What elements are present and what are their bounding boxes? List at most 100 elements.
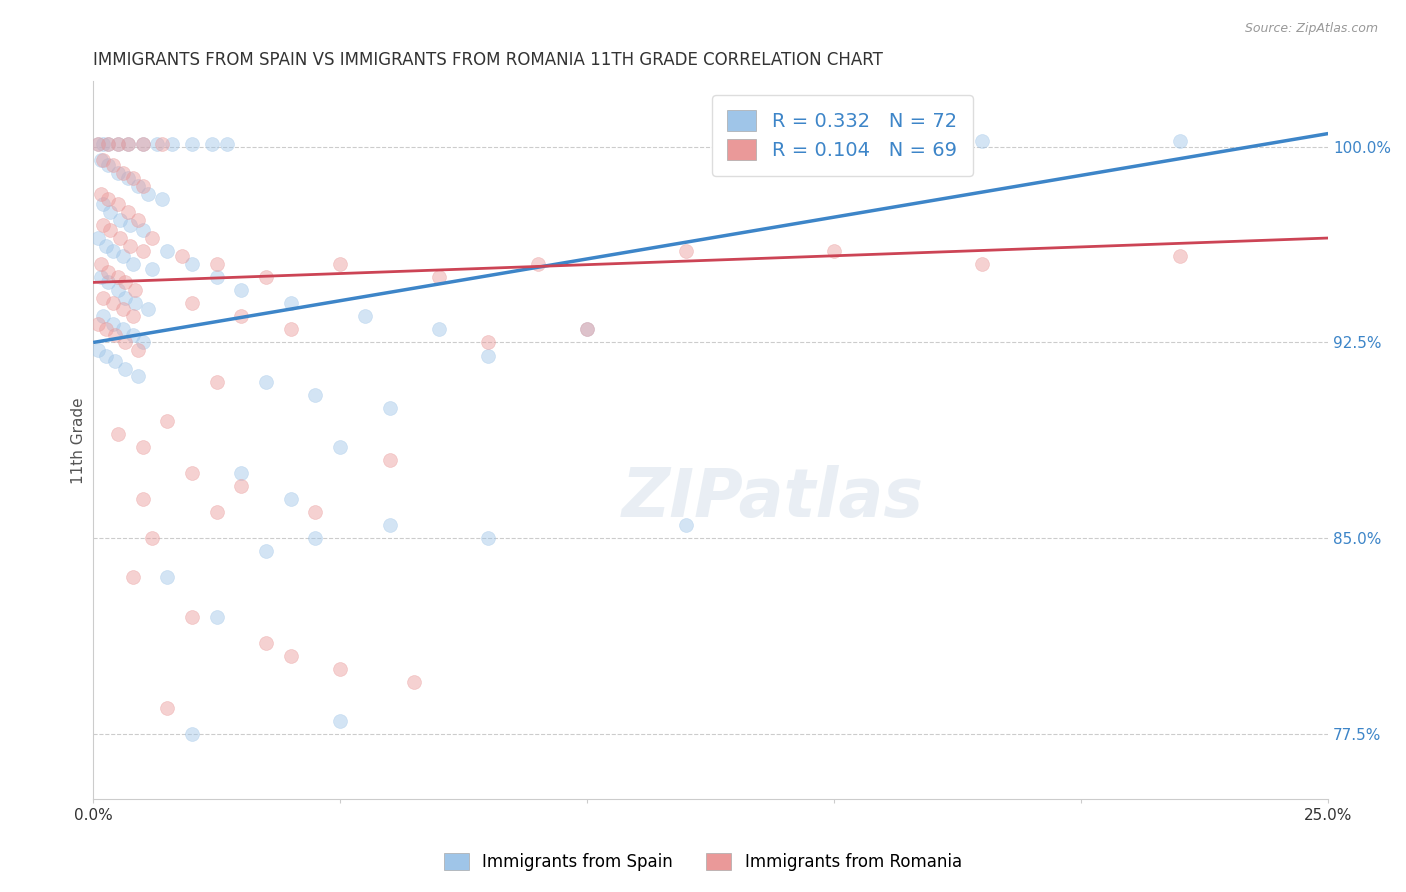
Point bbox=[205, 609, 228, 624]
Point bbox=[90, 186, 112, 201]
Point bbox=[823, 244, 845, 258]
Point bbox=[304, 387, 326, 401]
Point bbox=[87, 231, 110, 245]
Point bbox=[146, 136, 169, 151]
Point bbox=[101, 158, 124, 172]
Point bbox=[254, 375, 277, 389]
Point bbox=[101, 317, 124, 331]
Point bbox=[150, 136, 173, 151]
Point bbox=[97, 192, 120, 206]
Point bbox=[91, 136, 114, 151]
Point bbox=[104, 327, 127, 342]
Point bbox=[91, 197, 114, 211]
Point bbox=[87, 317, 110, 331]
Point bbox=[110, 212, 132, 227]
Point bbox=[131, 335, 153, 350]
Point bbox=[675, 244, 697, 258]
Point bbox=[141, 231, 163, 245]
Point bbox=[254, 636, 277, 650]
Point bbox=[576, 322, 599, 336]
Point bbox=[231, 466, 253, 480]
Point bbox=[576, 322, 599, 336]
Legend: R = 0.332   N = 72, R = 0.104   N = 69: R = 0.332 N = 72, R = 0.104 N = 69 bbox=[711, 95, 973, 176]
Point bbox=[280, 322, 302, 336]
Point bbox=[97, 136, 120, 151]
Point bbox=[254, 270, 277, 285]
Point bbox=[378, 518, 401, 533]
Point bbox=[87, 136, 110, 151]
Point bbox=[156, 414, 179, 428]
Point bbox=[181, 727, 204, 741]
Point bbox=[304, 505, 326, 519]
Point bbox=[107, 426, 129, 441]
Point bbox=[107, 166, 129, 180]
Point bbox=[97, 136, 120, 151]
Point bbox=[150, 192, 173, 206]
Point bbox=[100, 205, 122, 219]
Point bbox=[111, 166, 134, 180]
Point bbox=[90, 270, 112, 285]
Point bbox=[120, 239, 142, 253]
Point bbox=[131, 178, 153, 193]
Point bbox=[127, 212, 149, 227]
Point bbox=[156, 570, 179, 584]
Point bbox=[90, 153, 112, 167]
Point bbox=[280, 648, 302, 663]
Point bbox=[1168, 135, 1191, 149]
Point bbox=[675, 518, 697, 533]
Point bbox=[136, 186, 159, 201]
Point bbox=[131, 223, 153, 237]
Point bbox=[107, 136, 129, 151]
Point bbox=[121, 310, 143, 324]
Point bbox=[972, 257, 994, 271]
Point bbox=[141, 262, 163, 277]
Point bbox=[156, 701, 179, 715]
Point bbox=[94, 239, 117, 253]
Point bbox=[111, 322, 134, 336]
Point bbox=[201, 136, 224, 151]
Point bbox=[131, 492, 153, 507]
Point bbox=[526, 257, 548, 271]
Point bbox=[107, 283, 129, 297]
Point bbox=[378, 401, 401, 415]
Point bbox=[477, 532, 499, 546]
Point bbox=[181, 296, 204, 310]
Point bbox=[136, 301, 159, 316]
Point bbox=[97, 265, 120, 279]
Point bbox=[205, 257, 228, 271]
Point bbox=[91, 218, 114, 232]
Text: IMMIGRANTS FROM SPAIN VS IMMIGRANTS FROM ROMANIA 11TH GRADE CORRELATION CHART: IMMIGRANTS FROM SPAIN VS IMMIGRANTS FROM… bbox=[93, 51, 883, 69]
Point bbox=[117, 136, 139, 151]
Point bbox=[107, 270, 129, 285]
Point bbox=[181, 466, 204, 480]
Point bbox=[172, 249, 194, 263]
Point bbox=[117, 205, 139, 219]
Point bbox=[114, 291, 136, 305]
Point bbox=[477, 349, 499, 363]
Point bbox=[110, 231, 132, 245]
Point bbox=[124, 283, 146, 297]
Point bbox=[329, 662, 352, 676]
Point bbox=[205, 505, 228, 519]
Point bbox=[427, 270, 450, 285]
Point bbox=[107, 197, 129, 211]
Point bbox=[100, 223, 122, 237]
Point bbox=[111, 249, 134, 263]
Point bbox=[773, 153, 796, 167]
Point bbox=[87, 136, 110, 151]
Point bbox=[94, 322, 117, 336]
Point bbox=[91, 153, 114, 167]
Text: ZIPatlas: ZIPatlas bbox=[621, 465, 924, 531]
Point bbox=[205, 270, 228, 285]
Point bbox=[90, 257, 112, 271]
Point bbox=[131, 136, 153, 151]
Point bbox=[131, 440, 153, 454]
Point bbox=[215, 136, 238, 151]
Point bbox=[87, 343, 110, 358]
Point bbox=[117, 136, 139, 151]
Point bbox=[205, 375, 228, 389]
Point bbox=[124, 296, 146, 310]
Point bbox=[477, 335, 499, 350]
Point bbox=[231, 479, 253, 493]
Point bbox=[972, 135, 994, 149]
